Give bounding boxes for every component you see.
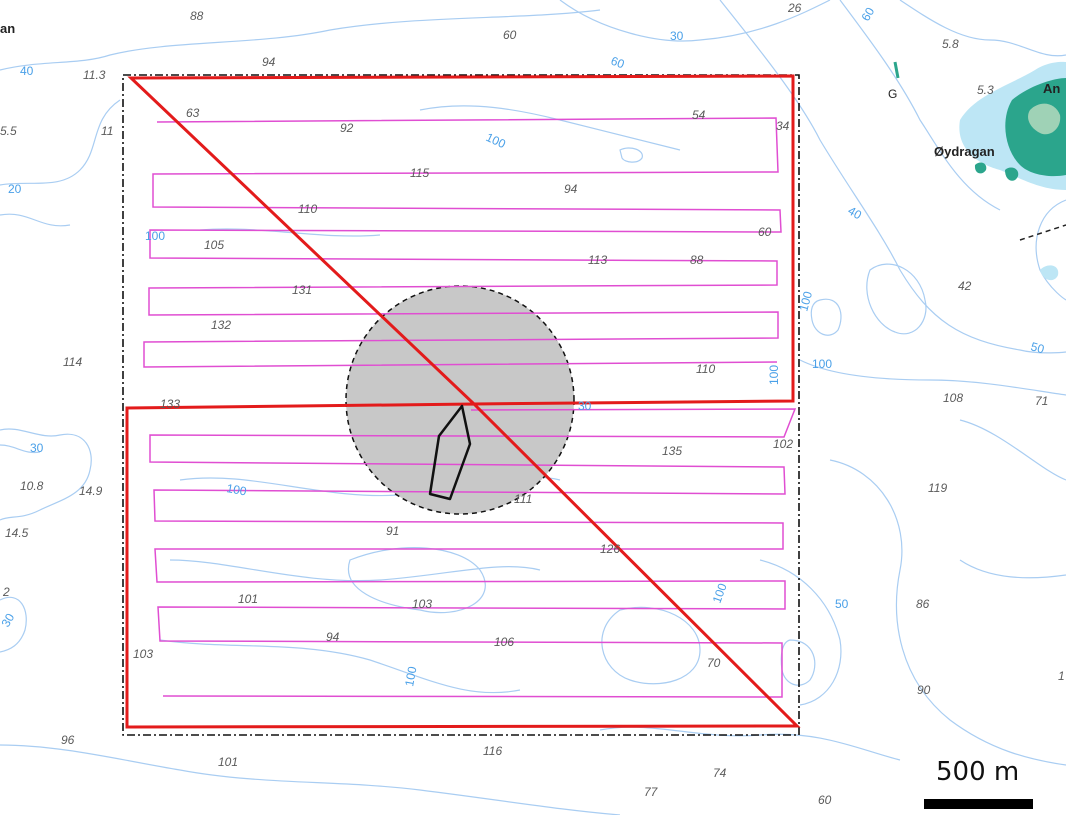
place-name-oydragan: Øydragan — [934, 144, 995, 159]
depth-sounding: 103 — [133, 647, 153, 661]
depth-sounding: 114 — [63, 355, 82, 369]
contour-label: 100 — [796, 289, 815, 312]
depth-sounding: 116 — [483, 744, 502, 758]
depth-sounding: 113 — [588, 253, 607, 267]
contour-label: 40 — [846, 203, 865, 222]
depth-sounding: 88 — [190, 9, 204, 23]
vessel-outline — [428, 404, 472, 501]
depth-sounding: 102 — [773, 437, 793, 451]
depth-sounding: 106 — [494, 635, 514, 649]
depth-sounding: 60 — [818, 793, 832, 807]
survey-area-boundary — [122, 74, 800, 736]
place-marker-label: G — [888, 87, 897, 101]
depth-sounding: 42 — [958, 279, 972, 293]
depth-sounding: 5.8 — [942, 37, 959, 51]
depth-sounding: 94 — [564, 182, 578, 196]
place-name-an-right: An — [1043, 81, 1060, 96]
survey-lines-lower — [149, 408, 797, 698]
depth-sounding: 110 — [298, 202, 317, 216]
depth-sounding: 92 — [340, 121, 354, 135]
depth-sounding: 70 — [707, 656, 721, 670]
depth-sounding: 63 — [186, 106, 200, 120]
depth-sounding: 119 — [928, 481, 947, 495]
depth-sounding: 103 — [412, 597, 432, 611]
depth-sounding: 101 — [218, 755, 238, 769]
contour-label: 100 — [767, 365, 781, 385]
contour-label: 60 — [858, 5, 877, 24]
depth-sounding: 11 — [101, 124, 113, 138]
depth-sounding: 94 — [326, 630, 340, 644]
contour-label: 30 — [578, 399, 592, 413]
contour-label: 100 — [402, 665, 419, 687]
depth-sounding: 135 — [662, 444, 682, 458]
contour-labels: 60 30 40 100 20 100 60 100 40 30 100 100… — [0, 5, 1046, 688]
depth-sounding: 91 — [386, 524, 399, 538]
depth-sounding: 14.9 — [79, 484, 103, 498]
island-oydragan — [893, 61, 1066, 281]
depth-sounding: 77 — [644, 785, 659, 799]
depth-sounding: 34 — [776, 119, 790, 133]
depth-sounding: 5.3 — [977, 83, 994, 97]
contour-label: 100 — [145, 229, 165, 243]
depth-sounding: 54 — [692, 108, 706, 122]
depth-sounding: 11.3 — [83, 68, 106, 82]
depth-sounding: 101 — [238, 592, 258, 606]
depth-sounding: 5.5 — [0, 124, 17, 138]
depth-sounding: 1 — [1058, 669, 1065, 683]
contour-label: 100 — [812, 357, 832, 371]
depth-sounding: 60 — [503, 28, 517, 42]
depth-sounding: 2 — [2, 585, 10, 599]
block-boundary-upper — [127, 74, 795, 406]
depth-sounding: 111 — [514, 492, 532, 506]
depth-sounding: 132 — [211, 318, 231, 332]
depth-sounding: 94 — [262, 55, 276, 69]
depth-sounding: 74 — [713, 766, 727, 780]
depth-sounding: 115 — [410, 166, 429, 180]
contour-label: 30 — [670, 29, 684, 43]
depth-sounding: 86 — [916, 597, 930, 611]
contour-label: 30 — [30, 441, 44, 455]
place-name-an-left: an — [0, 21, 15, 36]
block-boundary-lower — [125, 402, 801, 729]
depth-sounding: 90 — [917, 683, 931, 697]
depth-sounding: 88 — [690, 253, 704, 267]
depth-sounding: 108 — [943, 391, 963, 405]
depth-sounding: 110 — [696, 362, 715, 376]
contour-label: 40 — [20, 64, 34, 78]
contour-label: 50 — [1029, 339, 1046, 356]
contour-label: 60 — [609, 54, 627, 72]
scale-bar-label: 500 m — [936, 757, 1019, 787]
depth-sounding: 96 — [61, 733, 75, 747]
depth-sounding: 71 — [1035, 394, 1048, 408]
depth-sounding: 105 — [204, 238, 224, 252]
depth-sounding: 10.8 — [20, 479, 44, 493]
contour-label: 100 — [225, 481, 247, 498]
depth-sounding: 131 — [292, 283, 312, 297]
depth-sounding: 126 — [600, 542, 620, 556]
depth-sounding: 133 — [160, 397, 180, 411]
depth-sounding: 26 — [787, 1, 802, 15]
scale-bar: 500 m — [924, 757, 1033, 809]
contour-label: 100 — [710, 581, 730, 605]
contour-label: 20 — [8, 182, 22, 196]
depth-sounding: 60 — [758, 225, 772, 239]
depth-sounding: 14.5 — [5, 526, 29, 540]
scale-bar-line — [924, 799, 1033, 809]
survey-lines-upper — [143, 117, 782, 368]
contour-label: 50 — [835, 597, 849, 611]
exclusion-zone-circle — [345, 285, 575, 515]
